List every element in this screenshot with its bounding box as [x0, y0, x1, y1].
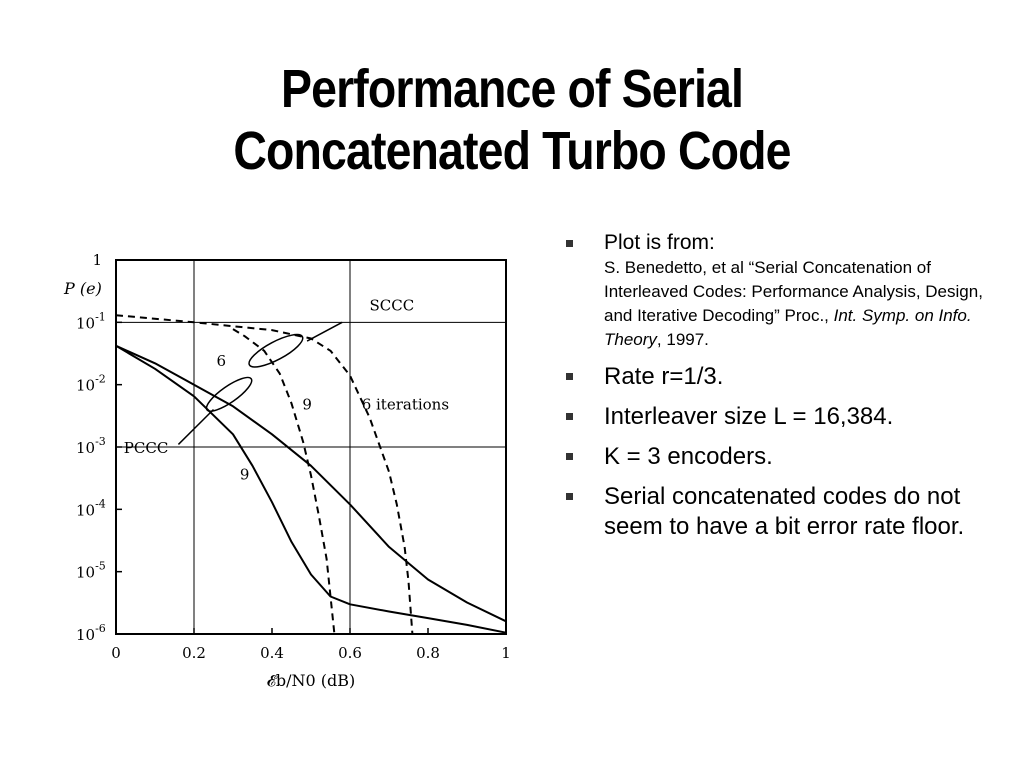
x-tick-label: 0.8 [416, 644, 440, 662]
bullet-list: Plot is from: S. Benedetto, et al “Seria… [560, 230, 1000, 552]
title-line-2: Concatenated Turbo Code [233, 121, 791, 181]
bullet-marker [566, 413, 573, 420]
sccc-label: SCCC [370, 296, 415, 314]
y-tick-label: 10-6 [76, 622, 106, 644]
y-axis-label: P (e) [63, 279, 102, 298]
bullet-source-reference: S. Benedetto, et al “Serial Concatenatio… [604, 256, 1000, 352]
y-tick-label: 10-1 [76, 310, 106, 332]
pccc-curve-6-iterations [115, 344, 507, 623]
x-tick-label: 0.4 [260, 644, 284, 662]
pccc-arrow-line [177, 408, 215, 445]
bullet-interleaver: Interleaver size L = 16,384. [560, 402, 1000, 432]
plot-ticks: 0 0.2 0.4 0.6 0.8 1 1 10-1 10-2 10-3 10-4 10-5 10-6 P… [63, 251, 511, 690]
pccc-ellipse [205, 376, 253, 412]
y-tick-label: 10-2 [76, 373, 106, 395]
bullet-source: Plot is from: S. Benedetto, et al “Seria… [560, 230, 1000, 352]
sccc-curve-6-iterations [115, 314, 414, 635]
bullet-marker [566, 240, 573, 247]
bullet-marker [566, 373, 573, 380]
title-line-1: Performance of Serial [280, 59, 744, 119]
bullet-conclusion: Serial concatenated codes do not seem to… [560, 482, 1000, 542]
plot-grid [116, 260, 506, 634]
y-tick-label: 1 [92, 251, 102, 269]
pccc-label: PCCC [124, 439, 169, 457]
bullet-marker [566, 453, 573, 460]
sccc-arrow-line [306, 321, 343, 342]
bullet-interleaver-text: Interleaver size L = 16,384. [604, 403, 894, 430]
ber-plot: 0 0.2 0.4 0.6 0.8 1 1 10-1 10-2 10-3 10-4 10-5 10-6 P… [40, 225, 520, 705]
x-tick-label: 0 [111, 644, 121, 662]
x-axis-label: 𝓔b/N0 (dB) [267, 671, 356, 690]
pccc-curve-9-iterations [115, 344, 507, 634]
pccc-6-label: 6 [217, 352, 227, 370]
slide-title: Performance of Serial Concatenated Turbo… [72, 58, 953, 182]
plot-annotations: SCCC PCCC 6 9 9 6 iterations [124, 296, 449, 483]
sccc-6-iterations-label: 6 iterations [362, 395, 449, 413]
sccc-9-label: 9 [302, 395, 312, 413]
pccc-9-label: 9 [240, 466, 250, 484]
reference-year: , 1997. [656, 330, 709, 349]
reference-text: S. Benedetto, et al “Serial Concatenatio… [604, 258, 983, 325]
bullet-rate: Rate r=1/3. [560, 362, 1000, 392]
bullet-source-lead: Plot is from: [604, 231, 715, 254]
ber-plot-svg: 0 0.2 0.4 0.6 0.8 1 1 10-1 10-2 10-3 10-4 10-5 10-6 P… [63, 251, 511, 690]
bullet-rate-text: Rate r=1/3. [604, 363, 724, 390]
sccc-curve-9-iterations [232, 328, 336, 635]
x-tick-label: 1 [501, 644, 511, 662]
x-tick-label: 0.6 [338, 644, 362, 662]
sccc-ellipse [248, 333, 304, 368]
bullet-encoders: K = 3 encoders. [560, 442, 1000, 472]
y-tick-label: 10-3 [76, 435, 106, 457]
reference-venue: Int. Symp. on Info. Theory [604, 306, 972, 349]
y-tick-label: 10-5 [76, 560, 106, 582]
y-tick-label: 10-4 [76, 497, 106, 519]
bullet-encoders-text: K = 3 encoders. [604, 443, 773, 470]
bullet-marker [566, 493, 573, 500]
plot-curves [115, 314, 507, 635]
bullet-conclusion-text: Serial concatenated codes do not seem to… [604, 483, 965, 540]
x-tick-label: 0.2 [182, 644, 206, 662]
